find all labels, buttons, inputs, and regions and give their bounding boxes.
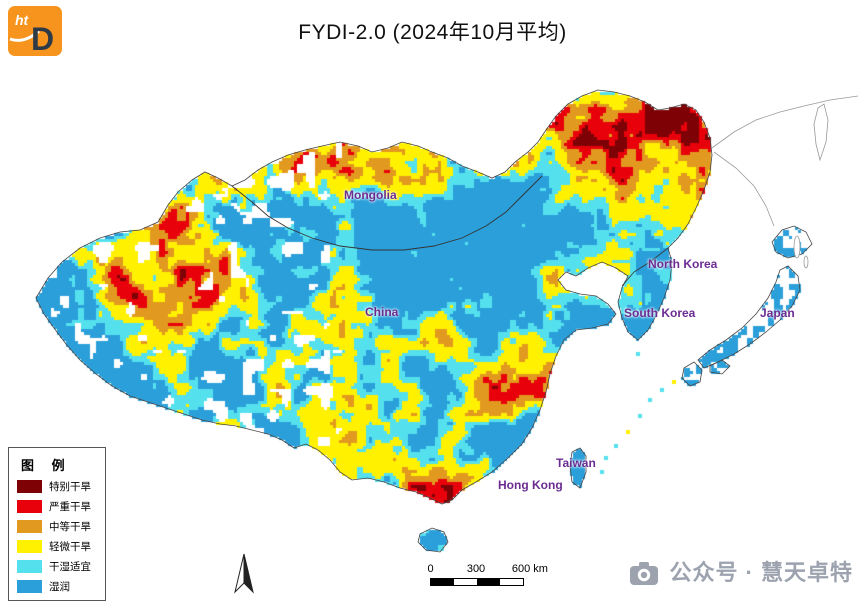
logo-text-main: D: [31, 21, 54, 56]
north-arrow-icon: [234, 553, 254, 594]
legend-label: 特别干旱: [49, 481, 91, 493]
legend-item-extreme-drought: 特别干旱: [17, 480, 99, 493]
legend-item-severe-drought: 严重干旱: [17, 500, 99, 513]
legend-swatch-extreme-drought: [17, 480, 42, 493]
logo-background: [8, 6, 62, 56]
map-label-south-korea: South Korea: [624, 306, 696, 320]
scale-start-label: 0: [427, 563, 434, 575]
scale-bar: 0 300 600 km: [427, 563, 548, 587]
legend: 图 例 特别干旱 严重干旱 中等干旱 轻微干旱 干湿适宜 湿润: [8, 447, 106, 601]
scale-bar-graphic: [430, 578, 524, 586]
legend-swatch-normal: [17, 560, 42, 573]
legend-swatch-severe-drought: [17, 500, 42, 513]
map-title: FYDI-2.0 (2024年10月平均): [298, 21, 567, 44]
legend-label: 中等干旱: [49, 521, 91, 533]
legend-label: 轻微干旱: [49, 541, 91, 553]
legend-item-mild-drought: 轻微干旱: [17, 540, 99, 553]
logo-text-top: ht: [15, 12, 30, 28]
map-label-north-korea: North Korea: [648, 257, 718, 271]
map-label-hong-kong: Hong Kong: [498, 478, 563, 492]
legend-item-moderate-drought: 中等干旱: [17, 520, 99, 533]
watermark-text: 公众号 · 慧天卓特: [669, 560, 853, 585]
scale-end-label: 600 km: [511, 563, 548, 575]
scale-bar-labels: 0 300 600 km: [427, 563, 548, 576]
legend-label: 干湿适宜: [49, 561, 91, 573]
app-logo: ht D: [8, 6, 62, 56]
legend-item-wet: 湿润: [17, 580, 99, 593]
legend-swatch-mild-drought: [17, 540, 42, 553]
map-label-taiwan: Taiwan: [556, 456, 596, 470]
legend-title: 图 例: [21, 458, 72, 473]
watermark: 公众号 · 慧天卓特: [629, 560, 853, 586]
legend-swatch-wet: [17, 580, 42, 593]
legend-item-normal: 干湿适宜: [17, 560, 99, 573]
camera-icon: [630, 562, 659, 585]
scale-mid-label: 300: [466, 563, 486, 575]
map-label-mongolia: Mongolia: [344, 188, 397, 202]
map-label-china: China: [365, 305, 399, 319]
legend-label: 湿润: [49, 581, 70, 593]
logo-swoosh: [9, 29, 40, 42]
legend-swatch-moderate-drought: [17, 520, 42, 533]
legend-label: 严重干旱: [49, 501, 91, 513]
map-label-japan: Japan: [760, 306, 795, 320]
